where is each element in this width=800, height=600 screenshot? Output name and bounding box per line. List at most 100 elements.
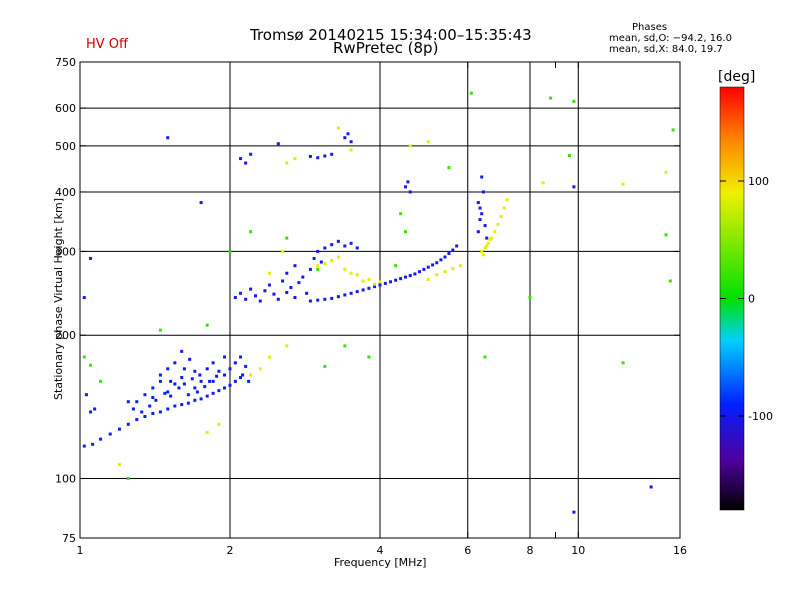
echo-point [499, 215, 503, 219]
echo-point [205, 394, 209, 398]
echo-point [126, 400, 130, 404]
phases-title: Phases [632, 22, 668, 33]
echo-point [447, 166, 451, 170]
echo-point [502, 206, 506, 210]
echo-point [140, 410, 144, 414]
y-axis-ticks: 75 100 200 300 400 500 600 750 [55, 56, 680, 545]
echo-point [488, 237, 492, 241]
echo-point [343, 267, 347, 271]
echo-point [228, 383, 232, 387]
echo-point [316, 156, 320, 160]
echo-point [567, 154, 571, 158]
echo-point [223, 386, 227, 390]
echo-point [203, 385, 207, 389]
echo-point [355, 246, 359, 250]
echo-point [217, 389, 221, 393]
echo-point [330, 296, 334, 300]
echo-point [186, 401, 190, 405]
colorbar-tick-label: 0 [748, 293, 755, 306]
echo-point [126, 477, 130, 481]
echo-point [293, 157, 297, 161]
echo-point [493, 230, 497, 234]
echo-point [355, 290, 359, 294]
x-tick-label: 1 [77, 544, 84, 557]
echo-point [267, 271, 271, 275]
echo-point [478, 206, 482, 210]
echo-point [223, 355, 227, 359]
echo-point [319, 260, 323, 264]
echo-point [169, 379, 173, 383]
echo-point [316, 267, 320, 271]
phases-o-stats: mean, sd,O: −94.2, 16.0 [609, 33, 732, 44]
echo-point [469, 91, 473, 95]
echo-point [323, 246, 327, 250]
echo-point [458, 264, 462, 268]
echo-point [572, 99, 576, 103]
echo-point [346, 132, 350, 136]
echo-point [505, 198, 509, 202]
echo-point [205, 367, 209, 371]
echo-point [343, 293, 347, 297]
x-tick-label: 16 [673, 544, 687, 557]
echo-point [403, 185, 407, 189]
colorbar-tick-label: 100 [748, 175, 769, 188]
echo-point [297, 281, 301, 285]
echo-point [403, 230, 407, 234]
echo-point [249, 230, 253, 234]
x-tick-label: 8 [527, 544, 534, 557]
echo-point [447, 251, 451, 255]
echo-point [285, 236, 289, 240]
x-tick-label: 4 [377, 544, 384, 557]
echo-point [343, 344, 347, 348]
echo-point [349, 148, 353, 152]
echo-point [330, 243, 334, 247]
echo-point [135, 418, 139, 422]
echo-point [481, 190, 485, 194]
echo-point [426, 140, 430, 144]
echo-point [408, 274, 412, 278]
colorbar-unit-label: [deg] [718, 69, 756, 85]
echo-point [485, 244, 489, 248]
echo-point [422, 267, 426, 271]
echo-point [99, 437, 103, 441]
echo-point [480, 175, 484, 179]
chart-title: Tromsø 20140215 15:34:00–15:35:43 [250, 26, 532, 44]
echo-point [173, 361, 177, 365]
echo-point [316, 298, 320, 302]
echo-point [199, 379, 203, 383]
grid-lines [80, 62, 680, 538]
echo-point [117, 427, 121, 431]
echo-point [323, 364, 327, 368]
echo-point [151, 411, 155, 415]
echo-point [373, 285, 377, 289]
echo-point [239, 157, 243, 161]
echo-points [82, 91, 675, 514]
echo-point [399, 277, 403, 281]
echo-point [323, 297, 327, 301]
echo-point [285, 290, 289, 294]
echo-point [349, 241, 353, 245]
echo-point [151, 395, 155, 399]
echo-point [285, 344, 289, 348]
echo-point [272, 292, 276, 296]
echo-point [211, 391, 215, 395]
echo-point [490, 236, 494, 240]
echo-point [481, 253, 485, 257]
echo-point [239, 355, 243, 359]
y-tick-label: 600 [55, 102, 76, 115]
echo-point [223, 373, 227, 377]
echo-point [158, 373, 162, 377]
echo-point [323, 154, 327, 158]
echo-point [233, 379, 237, 383]
echo-point [435, 273, 439, 277]
echo-point [217, 422, 221, 426]
echo-point [394, 278, 398, 282]
echo-point [383, 281, 387, 285]
echo-point [169, 394, 173, 398]
echo-point [233, 361, 237, 365]
echo-point [483, 355, 487, 359]
echo-point [664, 170, 668, 174]
echo-point [173, 404, 177, 408]
echo-point [211, 379, 215, 383]
